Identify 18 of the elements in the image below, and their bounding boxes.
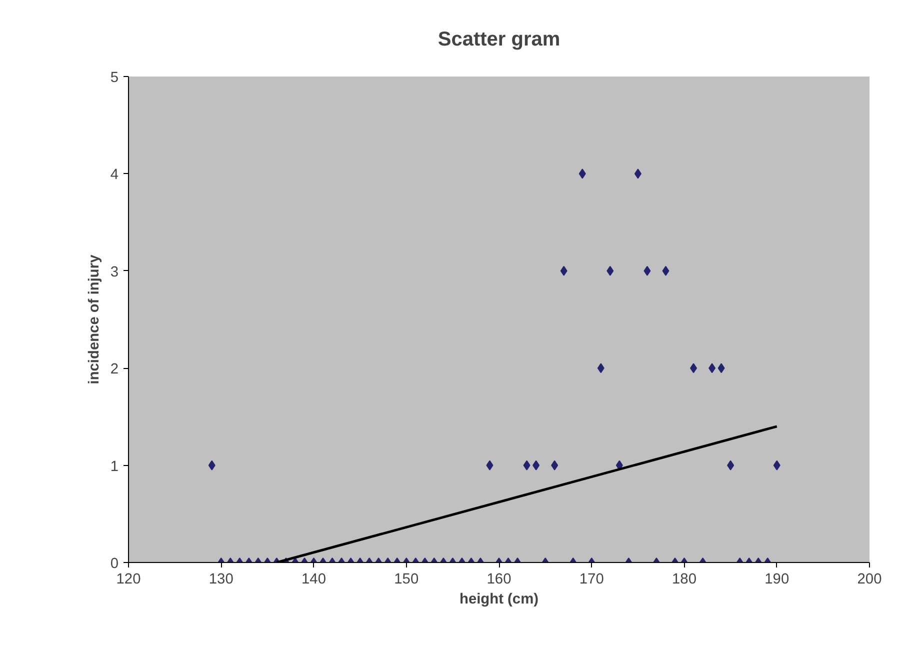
y-tick-label: 2: [110, 362, 119, 378]
x-tick-label: 190: [764, 572, 790, 588]
x-tick-label: 170: [579, 572, 604, 588]
x-tick-label: 140: [302, 572, 326, 588]
x-tick-label: 200: [857, 572, 882, 588]
x-tick-label: 150: [394, 572, 419, 588]
x-tick-label: 180: [672, 572, 696, 588]
x-axis-title: height (cm): [460, 592, 539, 608]
y-tick-label: 4: [110, 167, 119, 184]
x-tick-label: 160: [486, 572, 512, 588]
y-axis-title: incidence of injury: [86, 254, 102, 384]
chart-title: Scatter gram: [438, 28, 560, 50]
y-tick-label: 3: [110, 264, 119, 280]
x-tick-label: 120: [116, 572, 141, 588]
x-tick-label: 130: [208, 572, 234, 588]
y-tick-label: 0: [110, 556, 119, 572]
y-tick-label: 1: [110, 458, 119, 475]
y-tick-label: 5: [110, 70, 119, 86]
